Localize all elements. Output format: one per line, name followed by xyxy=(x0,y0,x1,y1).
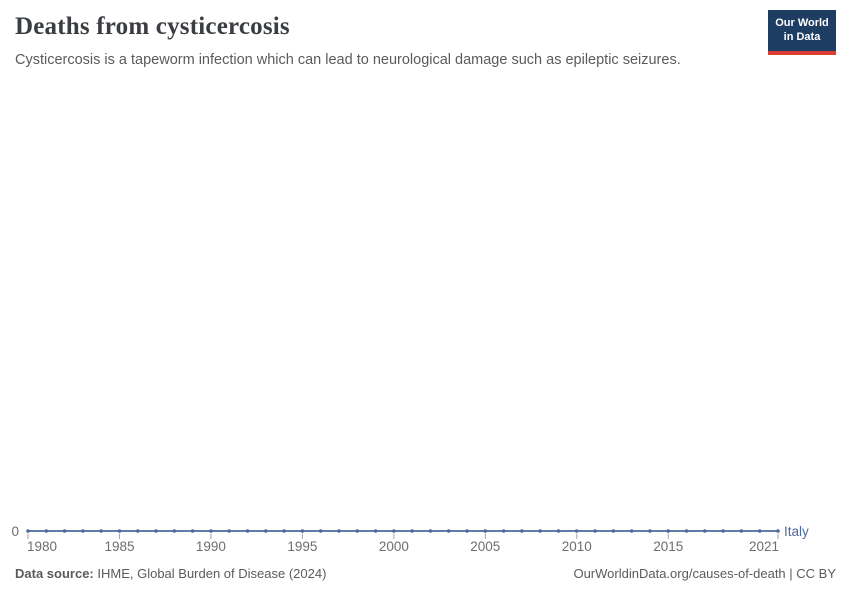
data-point[interactable] xyxy=(355,529,360,533)
owid-logo-text: Our World in Data xyxy=(768,10,836,51)
data-point[interactable] xyxy=(209,529,213,533)
data-point[interactable] xyxy=(282,529,286,533)
x-axis-label: 2005 xyxy=(470,539,500,554)
data-point[interactable] xyxy=(26,529,30,533)
data-point[interactable] xyxy=(337,529,341,533)
data-point[interactable] xyxy=(501,529,506,533)
data-point[interactable] xyxy=(135,529,140,533)
data-point[interactable] xyxy=(648,529,652,533)
data-point[interactable] xyxy=(629,529,634,533)
x-axis-label: 1980 xyxy=(27,539,57,554)
data-point[interactable] xyxy=(264,529,268,533)
data-point[interactable] xyxy=(483,529,488,533)
data-point[interactable] xyxy=(757,529,762,533)
data-point[interactable] xyxy=(410,529,414,533)
y-axis-label: 0 xyxy=(11,524,19,539)
x-axis-label: 1995 xyxy=(287,539,317,554)
line-chart-canvas[interactable]: 1980 1985 1990 1995 2000 2005 2010 2015 2021 0 Ita… xyxy=(0,470,850,565)
data-point[interactable] xyxy=(666,529,671,533)
data-point[interactable] xyxy=(44,529,49,533)
owid-logo[interactable]: Our World in Data xyxy=(768,10,836,55)
x-axis-label: 1990 xyxy=(196,539,226,554)
page-title: Deaths from cysticercosis xyxy=(15,13,290,40)
x-axis-label: 2015 xyxy=(653,539,683,554)
chart-subtitle: Cysticercosis is a tapeworm infection wh… xyxy=(15,52,681,68)
data-point[interactable] xyxy=(373,529,378,533)
data-point[interactable] xyxy=(117,529,122,533)
data-point[interactable] xyxy=(538,529,542,533)
data-point[interactable] xyxy=(154,529,158,533)
data-point[interactable] xyxy=(172,529,177,533)
owid-logo-line1: Our World xyxy=(775,17,829,29)
data-point[interactable] xyxy=(446,529,451,533)
data-point[interactable] xyxy=(99,529,103,533)
data-point[interactable] xyxy=(392,529,396,533)
data-point[interactable] xyxy=(465,529,469,533)
chart-footer: Data source: IHME, Global Burden of Dise… xyxy=(15,566,836,581)
data-point[interactable] xyxy=(556,529,561,533)
data-point[interactable] xyxy=(593,529,597,533)
data-point[interactable] xyxy=(190,529,195,533)
data-point[interactable] xyxy=(684,529,689,533)
owid-logo-line2: in Data xyxy=(783,30,821,43)
x-axis-label: 2000 xyxy=(379,539,409,554)
data-point[interactable] xyxy=(300,529,305,533)
data-point[interactable] xyxy=(776,529,780,533)
owid-logo-red-bar xyxy=(768,51,836,55)
data-point[interactable] xyxy=(739,529,744,533)
data-source-label: Data source: xyxy=(15,566,94,581)
credit-link[interactable]: OurWorldinData.org/causes-of-death | CC … xyxy=(573,566,836,581)
data-point[interactable] xyxy=(318,529,323,533)
data-point[interactable] xyxy=(245,529,250,533)
data-point[interactable] xyxy=(81,529,85,533)
data-source: Data source: IHME, Global Burden of Dise… xyxy=(15,566,326,581)
x-axis-label: 2010 xyxy=(562,539,592,554)
data-point[interactable] xyxy=(62,529,67,533)
x-axis-label: 2021 xyxy=(749,539,779,554)
data-point[interactable] xyxy=(227,529,232,533)
x-axis-label: 1985 xyxy=(104,539,134,554)
data-source-text: IHME, Global Burden of Disease (2024) xyxy=(93,566,327,581)
data-point[interactable] xyxy=(703,529,707,533)
entity-label-italy[interactable]: Italy xyxy=(784,524,809,539)
data-point[interactable] xyxy=(721,529,725,533)
data-point[interactable] xyxy=(574,529,579,533)
data-point[interactable] xyxy=(428,529,433,533)
data-point[interactable] xyxy=(611,529,616,533)
data-point[interactable] xyxy=(520,529,524,533)
